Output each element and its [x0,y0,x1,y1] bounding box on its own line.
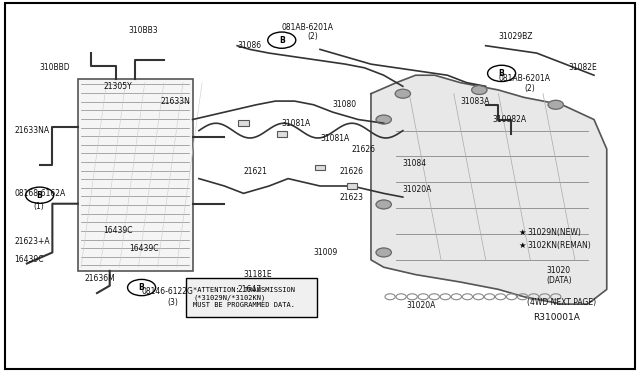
Text: *ATTENTION: TRANSMISSION: *ATTENTION: TRANSMISSION [193,287,295,293]
Circle shape [376,115,392,124]
Text: 31082E: 31082E [568,63,597,72]
Circle shape [376,248,392,257]
Circle shape [376,200,392,209]
Text: 31081A: 31081A [282,119,311,128]
Text: 16439C: 16439C [103,226,133,235]
Text: 21647: 21647 [237,285,261,294]
Text: ★: ★ [519,228,526,237]
Text: (1): (1) [33,202,44,211]
Bar [315,164,325,170]
Text: 31084: 31084 [403,159,427,169]
Text: 21623+A: 21623+A [14,237,50,246]
Text: B: B [499,69,504,78]
Text: 31020: 31020 [546,266,570,275]
Text: 31083A: 31083A [460,97,490,106]
Text: 31181E: 31181E [244,270,272,279]
Text: (3): (3) [167,298,178,307]
Text: MUST BE PROGRAMMED DATA.: MUST BE PROGRAMMED DATA. [193,302,295,308]
Text: 08168-6162A: 08168-6162A [14,189,65,198]
Text: 21633N: 21633N [161,97,191,106]
Text: 310BB3: 310BB3 [129,26,159,35]
Text: 16439C: 16439C [14,255,44,264]
Text: B: B [279,36,285,45]
Bar [78,79,193,271]
Text: 310982A: 310982A [492,115,526,124]
Text: 31080: 31080 [333,100,357,109]
FancyBboxPatch shape [186,278,317,317]
Text: (2): (2) [524,84,534,93]
Bar [347,183,357,189]
Text: (*31029N/*3102KN): (*31029N/*3102KN) [193,294,266,301]
Text: 16439C: 16439C [129,244,158,253]
Polygon shape [371,75,607,304]
Text: 31029N(NEW): 31029N(NEW) [527,228,581,237]
Text: 081AB-6201A: 081AB-6201A [499,74,550,83]
Bar [239,120,248,126]
Text: B: B [36,191,42,200]
Text: 21633NA: 21633NA [14,126,49,135]
Text: 21621: 21621 [244,167,268,176]
Text: 21623: 21623 [339,193,363,202]
Text: B: B [139,283,145,292]
Text: 081AB-6201A: 081AB-6201A [282,23,334,32]
Text: 31020A: 31020A [403,185,432,194]
Circle shape [472,86,487,94]
Text: ★: ★ [519,241,526,250]
Text: 310BBD: 310BBD [40,63,70,72]
Text: 21636M: 21636M [84,274,115,283]
Circle shape [395,89,410,98]
Text: 3102KN(REMAN): 3102KN(REMAN) [527,241,591,250]
Bar [276,131,287,137]
Text: 31009: 31009 [314,248,338,257]
Text: 08146-6122G: 08146-6122G [141,287,193,296]
Text: (2): (2) [307,32,318,41]
Text: 21305Y: 21305Y [103,82,132,91]
Text: R310001A: R310001A [534,312,580,321]
Text: 31086: 31086 [237,41,261,50]
Text: 21626: 21626 [339,167,363,176]
Text: 21626: 21626 [352,145,376,154]
Text: 31020A: 31020A [406,301,435,311]
Text: (4WD NEXT PAGE): (4WD NEXT PAGE) [527,298,596,307]
Text: 31081A: 31081A [320,134,349,142]
Text: (DATA): (DATA) [546,276,572,285]
Text: 31029BZ: 31029BZ [499,32,533,41]
Circle shape [548,100,563,109]
